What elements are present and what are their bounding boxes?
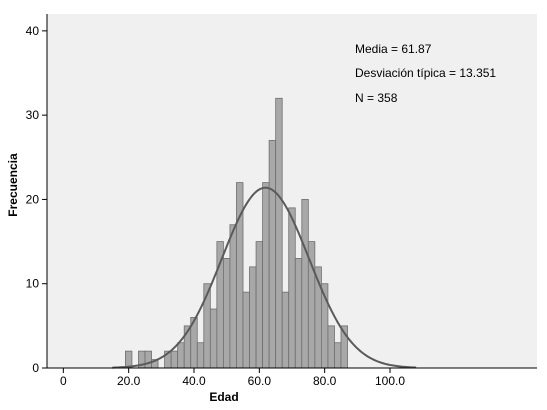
x-tick-label: 40.0 (182, 374, 206, 388)
y-tick-label: 20 (26, 192, 40, 206)
histogram-bar (268, 140, 277, 369)
histogram-bar (196, 342, 205, 369)
histogram-bar (222, 258, 231, 369)
histogram-bar (255, 241, 264, 369)
stat-n: N = 358 (355, 91, 398, 105)
y-tick-label: 10 (26, 277, 40, 291)
y-axis-title: Frecuencia (6, 153, 20, 217)
y-tick-label: 0 (32, 361, 39, 375)
histogram-bar (334, 342, 342, 369)
histogram-bar (242, 291, 250, 369)
histogram-bar (281, 291, 290, 369)
histogram-bar (249, 266, 257, 369)
histogram-bar (177, 342, 185, 369)
histogram-bar (144, 350, 152, 369)
histogram-bar (327, 325, 335, 369)
stat-std-dev: Desviación típica = 13.351 (355, 66, 496, 80)
histogram-bar (262, 182, 270, 369)
histogram-bar (301, 199, 309, 369)
stat-mean: Media = 61.87 (355, 42, 432, 56)
histogram-bar (294, 258, 303, 369)
histogram-bar (275, 97, 283, 369)
x-tick-label: 0 (60, 374, 67, 388)
histogram-bar (288, 207, 296, 369)
y-axis-ticks: 0 10 20 30 40 (26, 24, 47, 375)
x-tick-label: 80.0 (313, 374, 337, 388)
histogram-bar (229, 224, 237, 369)
x-axis-ticks: 0 20.0 40.0 60.0 80.0 100.0 (60, 368, 405, 388)
histogram-bar (170, 350, 179, 369)
normal-curve (112, 186, 417, 369)
x-tick-label: 100.0 (375, 374, 405, 388)
y-tick-label: 30 (26, 108, 40, 122)
x-tick-label: 20.0 (117, 374, 141, 388)
x-tick-label: 60.0 (248, 374, 272, 388)
x-axis-title: Edad (209, 390, 238, 404)
histogram-bar (209, 308, 218, 369)
y-tick-label: 40 (26, 24, 40, 38)
